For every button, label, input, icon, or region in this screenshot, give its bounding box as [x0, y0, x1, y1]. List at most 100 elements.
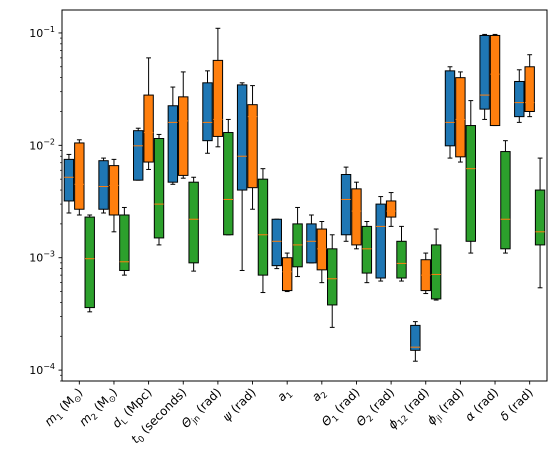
- box-series-3: [361, 221, 373, 284]
- y-tick-exponent: −2: [43, 137, 55, 146]
- box-iqr: [306, 223, 317, 264]
- x-tick-label: ϕjl (rad): [424, 385, 468, 429]
- x-label-sub: 2: [319, 390, 330, 401]
- box-series-1: [271, 218, 282, 270]
- box-iqr: [489, 34, 501, 127]
- box-iqr: [133, 130, 144, 181]
- box-series-1: [133, 127, 144, 181]
- box-series-2: [316, 221, 328, 284]
- box-series-2: [247, 85, 258, 210]
- box-series-1: [340, 166, 352, 242]
- box-iqr: [351, 188, 362, 246]
- box-iqr: [534, 189, 546, 246]
- box-series-1: [479, 33, 490, 120]
- y-tick-exponent: −1: [43, 25, 55, 34]
- box-iqr: [119, 214, 130, 271]
- y-tick-label: 10−1: [29, 25, 55, 40]
- box-series-1: [167, 86, 179, 185]
- category-group: [340, 166, 373, 284]
- box-series-1: [444, 66, 456, 159]
- box-series-2: [281, 252, 293, 293]
- box-series-3: [188, 176, 199, 272]
- box-series-3: [84, 214, 95, 313]
- x-label-sub: 1: [330, 414, 341, 425]
- box-iqr: [465, 125, 476, 242]
- x-tick-label: δ (rad): [497, 385, 535, 423]
- box-series-1: [514, 69, 525, 123]
- box-iqr: [178, 96, 189, 176]
- box-iqr: [98, 160, 109, 210]
- x-label-rest: (rad): [191, 385, 224, 418]
- box-series-3: [257, 168, 269, 294]
- box-series-3: [534, 157, 546, 289]
- box-series-2: [143, 57, 154, 170]
- box-iqr: [281, 257, 293, 292]
- box-iqr: [188, 181, 199, 264]
- x-label-rest: (rad): [225, 385, 258, 418]
- box-iqr: [271, 218, 282, 267]
- box-series-3: [119, 206, 130, 276]
- box-iqr: [153, 138, 165, 239]
- box-series-1: [63, 153, 75, 214]
- x-axis: m1 (M⊙)m2 (M⊙)dL (Mpc)t0 (seconds)Θjn (r…: [42, 381, 536, 446]
- x-tick-label: ψ (rad): [220, 385, 259, 424]
- category-group: [514, 54, 546, 289]
- category-group: [410, 228, 442, 362]
- x-label-rest: (rad): [433, 385, 466, 418]
- boxes-layer: [63, 27, 546, 362]
- category-group: [202, 27, 234, 236]
- box-series-1: [375, 196, 386, 282]
- box-series-2: [385, 192, 397, 227]
- y-tick-label: 10−3: [29, 250, 55, 265]
- box-iqr: [514, 80, 525, 118]
- x-label-sub: jl: [434, 414, 445, 425]
- box-series-2: [74, 139, 85, 216]
- box-series-1: [410, 321, 421, 362]
- box-iqr: [257, 178, 269, 276]
- x-label-sub: 0: [137, 434, 148, 445]
- y-tick-exponent: −4: [43, 362, 55, 371]
- box-series-3: [153, 133, 165, 246]
- category-group: [271, 206, 303, 293]
- x-tick-label: a1: [274, 385, 295, 406]
- category-group: [63, 139, 95, 313]
- y-tick-base: 10: [29, 27, 43, 40]
- x-label-rest: (rad): [399, 385, 432, 418]
- box-series-1: [306, 214, 317, 264]
- box-iqr: [202, 82, 213, 142]
- box-iqr: [375, 203, 386, 279]
- box-series-2: [212, 27, 224, 148]
- x-label-sub: 2: [90, 412, 101, 423]
- box-series-3: [465, 100, 476, 254]
- category-group: [236, 82, 269, 294]
- box-iqr: [74, 142, 85, 210]
- box-iqr: [247, 104, 258, 189]
- box-series-2: [351, 181, 362, 250]
- category-group: [167, 71, 199, 272]
- category-group: [444, 66, 476, 254]
- box-iqr: [340, 174, 352, 236]
- box-iqr: [84, 216, 95, 309]
- box-iqr: [524, 66, 535, 112]
- box-series-3: [327, 234, 338, 328]
- box-iqr: [143, 94, 154, 163]
- box-series-2: [420, 252, 431, 295]
- box-series-2: [178, 71, 189, 179]
- y-tick-base: 10: [29, 252, 43, 265]
- box-iqr: [223, 132, 234, 236]
- box-iqr: [396, 240, 407, 279]
- x-label-sub: 1: [55, 412, 66, 423]
- box-series-3: [430, 228, 442, 301]
- x-label-rest: (rad): [329, 385, 362, 418]
- box-iqr: [316, 228, 328, 271]
- x-label-sub: 2: [365, 414, 376, 425]
- y-tick-label: 10−2: [29, 137, 55, 152]
- box-series-2: [108, 158, 120, 233]
- category-group: [375, 192, 407, 282]
- box-iqr: [108, 165, 120, 216]
- box-series-3: [292, 206, 303, 278]
- box-iqr: [444, 70, 456, 147]
- box-iqr: [63, 158, 75, 202]
